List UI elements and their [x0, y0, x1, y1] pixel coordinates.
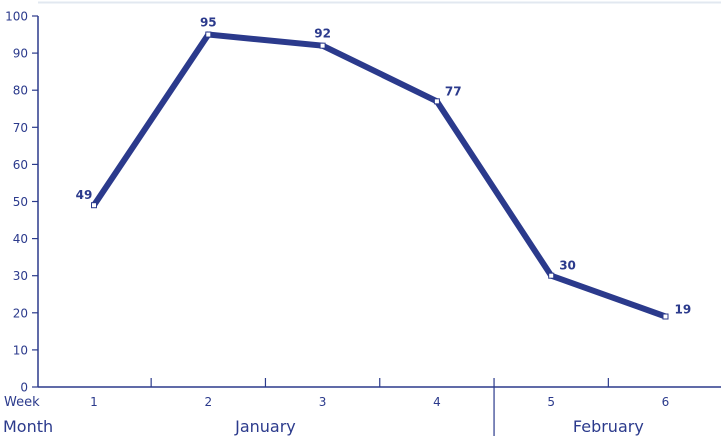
- y-tick-label-90: 90: [13, 47, 28, 61]
- point-marker-week-5: [548, 272, 555, 279]
- x-tick-label-week-1: 1: [90, 395, 98, 409]
- point-markers: [91, 31, 669, 320]
- y-tick-label-30: 30: [13, 269, 28, 283]
- y-tick-label-20: 20: [13, 306, 28, 320]
- data-label-week-2: 95: [200, 16, 217, 30]
- y-axis-ticks: 0 10 20 30 40 50 60 70 80 90 100: [5, 10, 38, 395]
- point-marker-week-1: [91, 202, 97, 209]
- point-marker-week-4: [433, 98, 440, 105]
- data-labels: 49 95 92 77 30 19: [76, 16, 692, 317]
- month-row-label: Month: [3, 417, 53, 436]
- y-tick-label-60: 60: [13, 158, 28, 172]
- y-tick-label-70: 70: [13, 121, 28, 135]
- point-marker-week-3: [319, 42, 326, 49]
- x-axis-ticks: 1 2 3 4 5 6: [90, 378, 669, 409]
- y-tick-label-50: 50: [13, 195, 28, 209]
- data-label-week-1: 49: [76, 188, 93, 202]
- data-label-week-6: 19: [675, 303, 692, 317]
- y-tick-label-40: 40: [13, 232, 28, 246]
- x-tick-label-week-5: 5: [547, 395, 555, 409]
- x-tick-label-week-4: 4: [433, 395, 441, 409]
- point-marker-week-6: [662, 313, 669, 320]
- y-tick-label-80: 80: [13, 84, 28, 98]
- week-row-label: Week: [4, 395, 40, 410]
- month-label-january: January: [234, 417, 296, 436]
- data-label-week-3: 92: [314, 27, 331, 41]
- data-label-week-5: 30: [559, 259, 576, 273]
- series-line: [91, 31, 667, 320]
- month-labels: January February: [234, 387, 644, 436]
- point-marker-week-2: [205, 31, 212, 38]
- x-tick-label-week-3: 3: [319, 395, 327, 409]
- y-tick-label-0: 0: [20, 381, 28, 395]
- y-tick-label-10: 10: [13, 343, 28, 357]
- x-tick-label-week-2: 2: [204, 395, 212, 409]
- data-label-week-4: 77: [445, 84, 462, 98]
- y-tick-label-100: 100: [5, 10, 28, 24]
- month-label-february: February: [573, 417, 644, 436]
- x-tick-label-week-6: 6: [662, 395, 670, 409]
